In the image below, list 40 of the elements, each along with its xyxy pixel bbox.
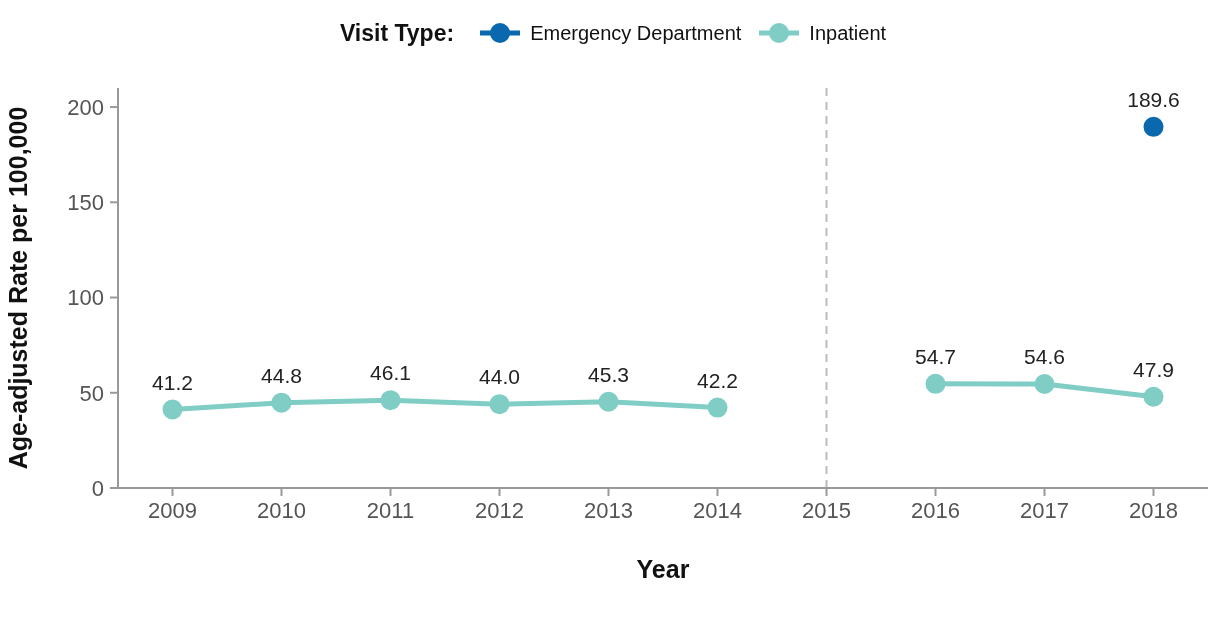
data-label: 54.6: [1024, 345, 1065, 368]
legend-label: Emergency Department: [530, 21, 742, 45]
data-label: 54.7: [915, 344, 956, 368]
point: [162, 399, 183, 420]
data-label: 45.3: [588, 362, 629, 386]
legend-title: Visit Type:: [339, 19, 455, 47]
point: [598, 391, 619, 412]
x-axis-title: Year: [636, 555, 690, 583]
point: [707, 397, 728, 418]
data-label: 44.0: [479, 365, 520, 389]
x-tick-label: 2009: [148, 497, 197, 523]
y-tick-label: 200: [67, 94, 104, 120]
y-tick-label: 100: [67, 285, 104, 311]
x-tick-label: 2016: [911, 497, 960, 523]
point: [380, 390, 401, 411]
point: [489, 394, 510, 415]
x-tick-label: 2018: [1129, 497, 1178, 523]
y-tick-label: 0: [91, 475, 104, 501]
data-label: 47.9: [1133, 357, 1174, 381]
x-tick-label: 2012: [475, 497, 524, 523]
y-axis-title: Age-adjusted Rate per 100,000: [3, 106, 32, 470]
data-label: 41.2: [152, 370, 193, 394]
x-tick-label: 2015: [802, 497, 851, 523]
data-label: 44.8: [261, 363, 302, 387]
data-label: 42.2: [697, 368, 738, 392]
point: [1143, 116, 1164, 137]
point: [1143, 386, 1164, 407]
point: [925, 373, 946, 394]
point: [1034, 374, 1055, 394]
x-tick-label: 2010: [257, 497, 306, 523]
x-tick-label: 2013: [584, 497, 633, 523]
legend-label: Inpatient: [809, 21, 887, 45]
point: [271, 392, 292, 413]
data-label: 189.6: [1127, 87, 1180, 111]
y-tick-label: 150: [67, 190, 104, 216]
x-tick-label: 2011: [366, 497, 415, 523]
x-tick-label: 2017: [1020, 497, 1069, 523]
y-tick-label: 50: [79, 380, 104, 406]
data-label: 46.1: [370, 361, 411, 385]
x-tick-label: 2014: [693, 497, 742, 523]
